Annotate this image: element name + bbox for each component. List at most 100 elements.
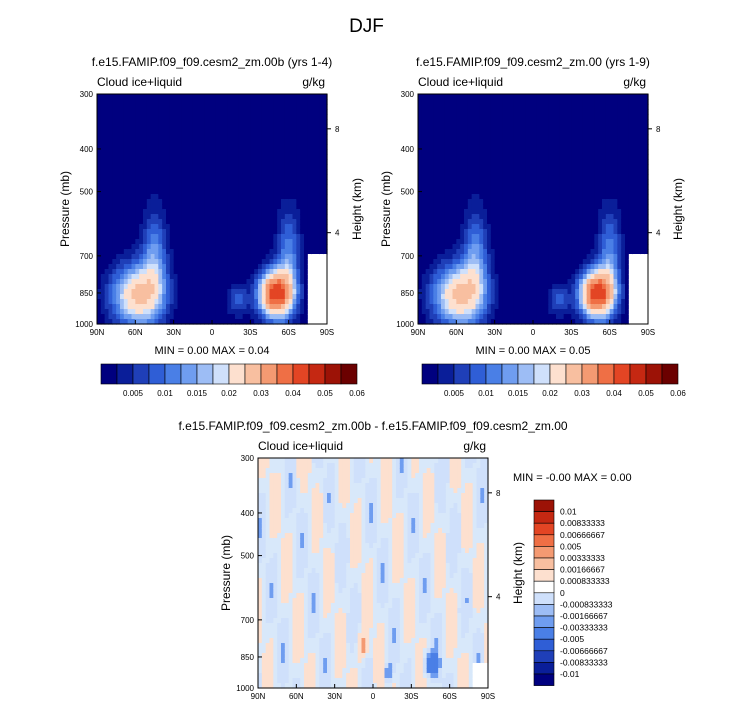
field-cell [571, 269, 576, 275]
field-cell [296, 234, 301, 240]
field-cell [521, 134, 526, 140]
field-cell [261, 224, 267, 230]
field-cell [582, 139, 588, 145]
field-cell [582, 269, 588, 275]
field-cell [304, 259, 309, 265]
field-cell [418, 99, 423, 105]
field-cell [185, 284, 190, 290]
field-cell [173, 214, 179, 220]
field-cell [200, 219, 205, 225]
field-cell [200, 284, 205, 290]
field-cell [173, 314, 179, 320]
field-cell [284, 299, 290, 305]
field-cell [135, 129, 140, 135]
field-cell [418, 164, 423, 170]
field-cell [169, 249, 175, 255]
field-cell [258, 144, 263, 150]
field-cell [421, 214, 427, 220]
field-cell [108, 274, 113, 280]
field-cell [429, 114, 434, 120]
field-cell [139, 264, 144, 270]
field-cell [536, 99, 542, 105]
field-cell [544, 114, 549, 120]
field-cell [502, 204, 507, 210]
field-cell [418, 264, 423, 270]
field-cell [162, 189, 167, 195]
field-cell [490, 224, 496, 230]
field-cell [323, 104, 328, 110]
field-cell [540, 129, 546, 135]
field-cell [559, 289, 565, 295]
field-cell [177, 169, 182, 175]
field-cell [594, 169, 599, 175]
field-cell [490, 279, 496, 285]
field-cell [246, 209, 251, 215]
field-cell [437, 129, 442, 135]
field-cell [166, 139, 171, 145]
field-cell [552, 239, 557, 245]
field-cell [296, 94, 301, 100]
field-cell [483, 144, 488, 150]
field-cell [506, 284, 511, 290]
field-cell [575, 244, 580, 250]
field-cell [265, 189, 271, 195]
field-cell [200, 184, 205, 190]
field-cell [563, 314, 569, 320]
field-cell [579, 144, 584, 150]
field-cell [594, 194, 599, 200]
field-cell [425, 319, 431, 325]
field-cell [506, 139, 511, 145]
field-cell [494, 279, 500, 285]
field-cell [444, 209, 450, 215]
field-cell [242, 304, 248, 310]
field-cell [112, 99, 117, 105]
field-cell [307, 124, 313, 130]
field-cell [196, 209, 202, 215]
field-cell [479, 299, 484, 305]
field-cell [418, 129, 423, 135]
field-cell [425, 119, 431, 125]
field-cell [544, 184, 549, 190]
field-cell [192, 264, 198, 270]
variable-label: Cloud ice+liquid [97, 75, 182, 89]
field-cell [315, 149, 320, 155]
field-cell [127, 314, 133, 320]
field-cell [525, 104, 530, 110]
field-cell [304, 134, 309, 140]
field-cell [467, 204, 473, 210]
field-cell [281, 294, 286, 300]
field-cell [235, 134, 240, 140]
field-cell [235, 239, 240, 245]
field-cell [475, 194, 480, 200]
field-cell [594, 99, 599, 105]
field-cell [315, 184, 320, 190]
field-cell [162, 114, 167, 120]
field-cell [219, 109, 225, 115]
field-cell [235, 164, 240, 170]
field-cell [429, 239, 434, 245]
field-cell [567, 229, 572, 235]
field-cell [223, 164, 228, 170]
field-cell [540, 264, 546, 270]
field-cell [219, 179, 225, 185]
field-cell [525, 124, 530, 130]
field-cell [319, 219, 324, 225]
field-cell [452, 254, 457, 260]
field-cell [479, 239, 484, 245]
field-cell [296, 134, 301, 140]
field-cell [319, 174, 324, 180]
field-cell [154, 259, 159, 265]
field-cell [594, 209, 599, 215]
field-cell [231, 164, 236, 170]
field-cell [559, 104, 565, 110]
field-cell [97, 284, 102, 290]
field-cell [437, 154, 442, 160]
field-cell [123, 124, 129, 130]
field-cell [552, 224, 557, 230]
field-cell [571, 249, 576, 255]
field-cell [517, 124, 523, 130]
field-cell [421, 189, 427, 195]
field-cell [181, 184, 186, 190]
field-cell [579, 194, 584, 200]
field-cell [300, 204, 305, 210]
